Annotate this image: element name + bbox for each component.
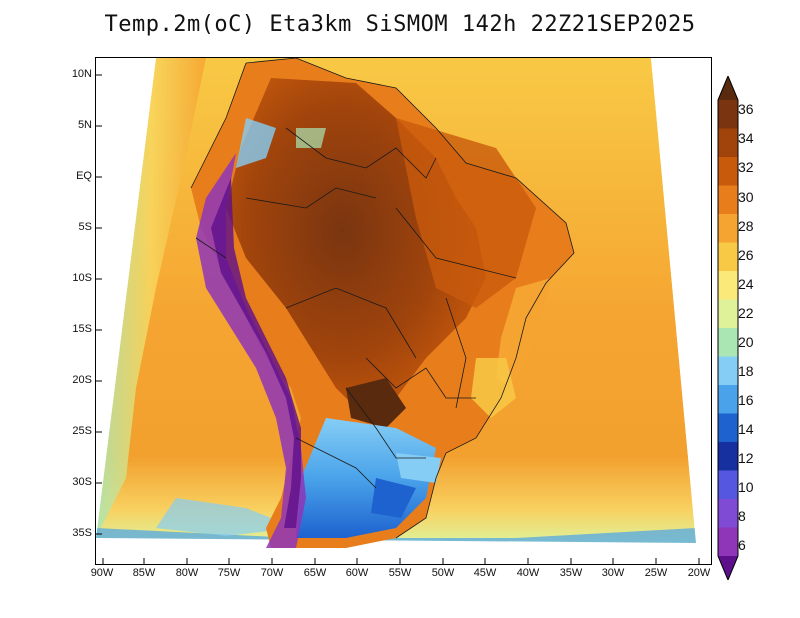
lon-label: 50W <box>431 567 455 579</box>
lat-label: 30S <box>72 476 92 488</box>
colorbar-label: 22 <box>738 305 754 321</box>
colorbar-label: 6 <box>738 537 746 553</box>
colorbar-swatch <box>718 157 738 186</box>
colorbar-swatch <box>718 356 738 386</box>
colorbar-label: 10 <box>738 479 754 495</box>
lon-label: 20W <box>687 567 711 579</box>
lon-label: 75W <box>217 567 241 579</box>
lon-label: 60W <box>345 567 369 579</box>
colorbar-swatch <box>718 499 738 528</box>
map-frame <box>95 57 712 565</box>
colorbar-label: 16 <box>738 392 754 408</box>
colorbar-swatch <box>718 271 738 300</box>
lat-label: 10N <box>71 68 92 80</box>
colorbar-label: 18 <box>738 363 754 379</box>
lon-label: 70W <box>260 567 284 579</box>
colorbar-swatch <box>718 556 738 580</box>
lon-label: 25W <box>644 567 668 579</box>
south-america-landmass <box>191 58 574 548</box>
colorbar-label: 12 <box>738 450 754 466</box>
lon-label: 35W <box>559 567 583 579</box>
colorbar-swatch <box>718 328 738 357</box>
lat-label: 25S <box>72 425 92 437</box>
lat-label: 20S <box>72 374 92 386</box>
colorbar-label: 8 <box>738 508 746 524</box>
colorbar-label: 32 <box>738 159 754 175</box>
colorbar-label: 24 <box>738 276 754 292</box>
colorbar-swatch <box>718 442 738 471</box>
colorbar-swatch <box>718 385 738 414</box>
colorbar-swatches <box>717 76 739 580</box>
temperature-map <box>96 58 711 564</box>
lon-label: 55W <box>388 567 412 579</box>
colorbar-label: 20 <box>738 334 754 350</box>
colorbar-swatch <box>718 76 738 100</box>
colorbar-label: 36 <box>738 101 754 117</box>
colorbar-swatch <box>718 214 738 243</box>
colorbar-label: 26 <box>738 247 754 263</box>
colorbar-swatch <box>718 413 738 443</box>
lon-label: 80W <box>175 567 199 579</box>
colorbar-label: 34 <box>738 130 754 146</box>
map-title: Temp.2m(oC) Eta3km SiSMOM 142h 22Z21SEP2… <box>104 12 696 37</box>
political-borders <box>190 58 575 539</box>
colorbar-swatch <box>718 470 738 500</box>
colorbar-swatch <box>718 128 738 158</box>
colorbar-label: 30 <box>738 189 754 205</box>
colorbar-label: 28 <box>738 218 754 234</box>
colorbar-label: 14 <box>738 421 754 437</box>
lon-label: 30W <box>601 567 625 579</box>
colorbar-outline <box>717 76 739 580</box>
lat-label: 10S <box>72 272 92 284</box>
lon-label: 45W <box>473 567 497 579</box>
lon-label: 85W <box>132 567 156 579</box>
colorbar-swatch <box>718 527 738 557</box>
grid-ticks <box>96 74 700 564</box>
lon-label: 65W <box>303 567 327 579</box>
lat-label: 5N <box>77 119 92 131</box>
colorbar-swatch <box>718 299 738 329</box>
lat-label: EQ <box>76 170 92 182</box>
lon-label: 90W <box>90 567 114 579</box>
colorbar-swatch <box>718 100 738 129</box>
lat-label: 15S <box>72 323 92 335</box>
lat-label: 35S <box>72 527 92 539</box>
colorbar-swatch <box>718 242 738 272</box>
lat-label: 5S <box>78 221 92 233</box>
colorbar-swatch <box>718 185 738 215</box>
lon-label: 40W <box>516 567 540 579</box>
